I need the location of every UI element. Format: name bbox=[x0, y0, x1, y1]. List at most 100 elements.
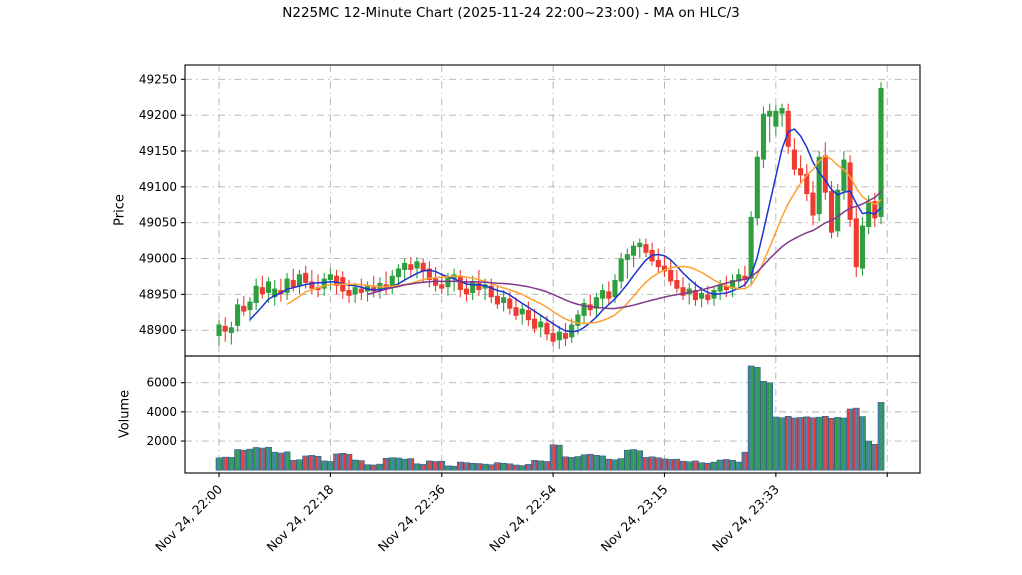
candle-body bbox=[259, 287, 265, 295]
volume-bars bbox=[215, 365, 885, 471]
candle-body bbox=[507, 298, 513, 309]
candle-body bbox=[433, 278, 439, 286]
x-tick-label: Nov 24, 22:54 bbox=[486, 481, 559, 554]
candle-body bbox=[742, 275, 748, 281]
candle-body bbox=[327, 274, 333, 281]
x-tick-label: Nov 24, 22:36 bbox=[375, 481, 448, 554]
candle-body bbox=[463, 288, 470, 295]
volume-bar bbox=[877, 402, 885, 471]
candle-body bbox=[612, 280, 618, 298]
candle-body bbox=[859, 225, 866, 269]
candle-body bbox=[618, 258, 624, 282]
candle-body bbox=[773, 110, 779, 127]
candle-body bbox=[804, 173, 810, 195]
candle-body bbox=[736, 274, 742, 282]
candle-body bbox=[222, 325, 228, 332]
price-tick-label: 49000 bbox=[139, 252, 177, 266]
ma-line-25 bbox=[367, 190, 882, 310]
candle-body bbox=[816, 156, 822, 215]
candle-body bbox=[352, 287, 358, 295]
candle-body bbox=[835, 189, 841, 232]
candle-body bbox=[494, 295, 500, 305]
candle-body bbox=[414, 261, 420, 269]
candle-body bbox=[556, 331, 562, 341]
candle-body bbox=[538, 321, 544, 328]
candle-body bbox=[767, 110, 773, 117]
candle-body bbox=[439, 284, 445, 289]
x-tick-label: Nov 24, 22:00 bbox=[152, 481, 225, 554]
candle-wick bbox=[484, 278, 486, 301]
candle-body bbox=[674, 280, 680, 289]
candle-body bbox=[562, 333, 569, 339]
candle-body bbox=[606, 291, 612, 299]
candle-body bbox=[476, 282, 482, 291]
candle-body bbox=[402, 262, 408, 270]
candle-body bbox=[303, 272, 309, 283]
candle-body bbox=[284, 278, 290, 293]
ma-line-6 bbox=[249, 128, 882, 333]
candle-body bbox=[841, 159, 847, 192]
candle-body bbox=[532, 318, 538, 329]
candle-body bbox=[600, 290, 606, 299]
candle-body bbox=[686, 288, 692, 295]
volume-tick-label: 6000 bbox=[146, 376, 177, 390]
candle-body bbox=[581, 302, 587, 316]
x-tick-label: Nov 24, 23:15 bbox=[598, 482, 671, 555]
candle-body bbox=[779, 108, 785, 114]
candle-body bbox=[346, 290, 352, 296]
candle-wick bbox=[385, 271, 387, 295]
candle-body bbox=[630, 245, 637, 256]
candle-body bbox=[810, 192, 816, 216]
candle-body bbox=[408, 264, 414, 270]
candle-body bbox=[575, 314, 581, 326]
candle-body bbox=[321, 278, 327, 289]
candle-body bbox=[235, 304, 241, 326]
price-tick-label: 49150 bbox=[139, 144, 177, 158]
candle-body bbox=[723, 285, 729, 291]
candle-body bbox=[680, 287, 686, 296]
candle-wick bbox=[230, 321, 232, 345]
candle-body bbox=[525, 310, 531, 321]
candle-body bbox=[705, 294, 711, 301]
candle-body bbox=[760, 113, 767, 160]
volume-tick-label: 4000 bbox=[146, 405, 177, 419]
candle-body bbox=[445, 277, 451, 288]
candle-body bbox=[395, 268, 401, 278]
candle-body bbox=[872, 201, 878, 219]
candle-body bbox=[389, 275, 395, 288]
ma-lines bbox=[249, 128, 882, 333]
candle-body bbox=[754, 156, 760, 219]
x-tick-label: Nov 24, 23:33 bbox=[709, 482, 782, 555]
candle-body bbox=[426, 268, 432, 281]
ma-line-12 bbox=[286, 155, 882, 325]
price-tick-label: 48900 bbox=[139, 323, 177, 337]
candle-body bbox=[661, 265, 668, 272]
candle-body bbox=[655, 259, 661, 268]
candle-body bbox=[699, 292, 705, 299]
candle-body bbox=[501, 297, 507, 303]
candle-body bbox=[334, 275, 340, 286]
candle-body bbox=[488, 285, 494, 298]
candle-body bbox=[748, 216, 754, 279]
x-tick-label: Nov 24, 22:18 bbox=[264, 481, 337, 554]
volume-tick-label: 2000 bbox=[146, 434, 177, 448]
candle-body bbox=[290, 280, 296, 288]
candle-body bbox=[643, 244, 649, 253]
candle-body bbox=[272, 288, 278, 298]
candle-body bbox=[791, 149, 797, 170]
gridlines bbox=[185, 65, 920, 473]
candle-body bbox=[550, 333, 556, 342]
candle-body bbox=[822, 155, 828, 193]
candle-body bbox=[717, 284, 723, 292]
candle-body bbox=[241, 305, 247, 312]
candle-body bbox=[216, 324, 222, 336]
chart-title: N225MC 12-Minute Chart (2025-11-24 22:00… bbox=[282, 5, 740, 21]
price-tick-label: 49100 bbox=[139, 180, 177, 194]
price-tick-label: 48950 bbox=[139, 287, 177, 301]
candle-body bbox=[247, 301, 253, 311]
price-tick-label: 49200 bbox=[139, 108, 177, 122]
candle-body bbox=[265, 281, 272, 293]
candle-wick bbox=[453, 268, 455, 292]
candle-body bbox=[866, 202, 872, 227]
